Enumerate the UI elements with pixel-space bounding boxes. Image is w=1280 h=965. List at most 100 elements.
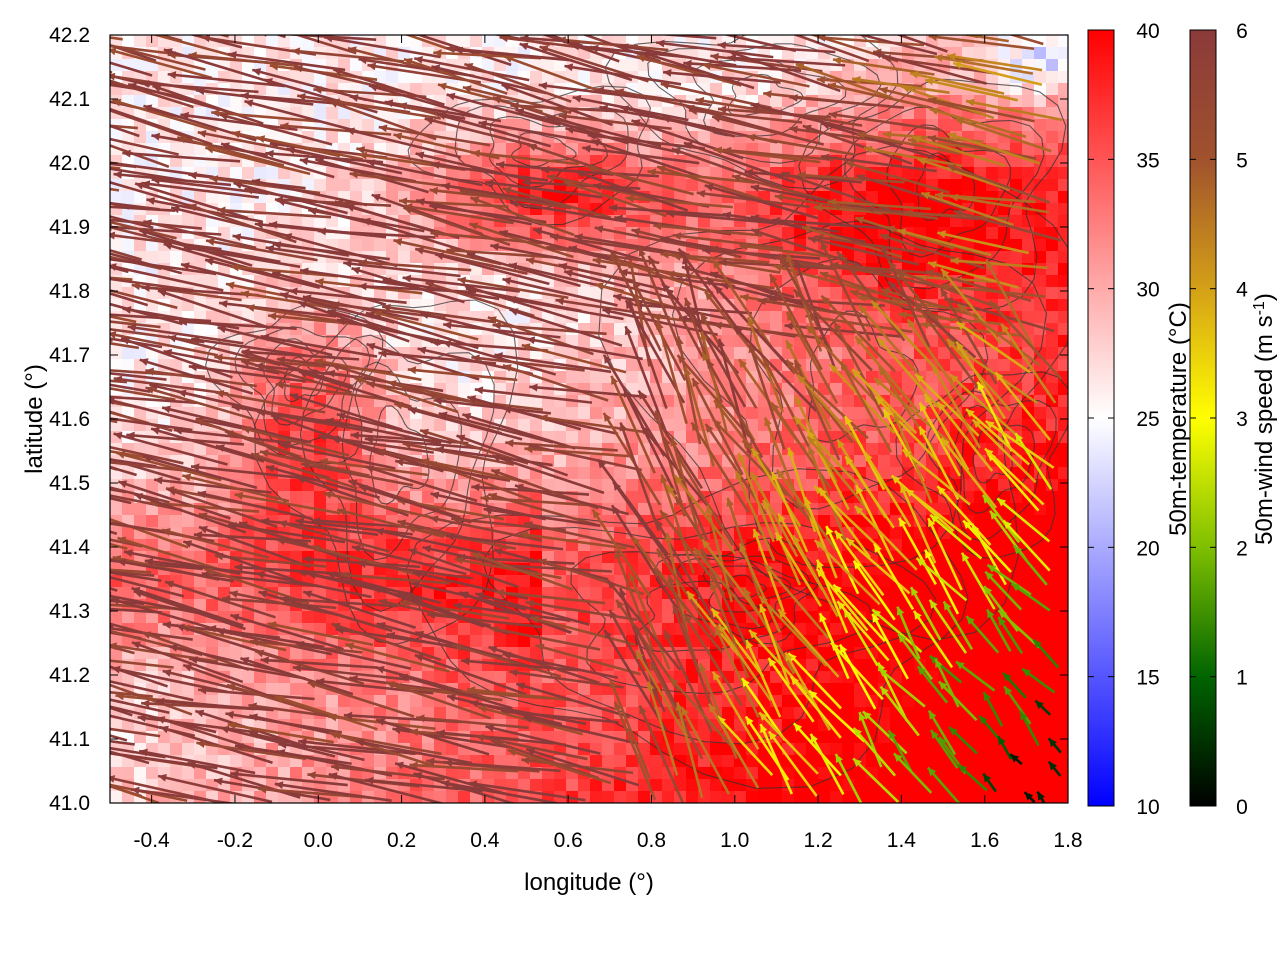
heatmap-cell xyxy=(1058,191,1068,204)
heatmap-cell xyxy=(998,659,1011,672)
heatmap-cell xyxy=(254,167,267,180)
heatmap-cell xyxy=(338,695,351,708)
heatmap-cell xyxy=(602,563,615,576)
heatmap-cell xyxy=(1046,719,1059,732)
heatmap-cell xyxy=(770,311,783,324)
heatmap-cell xyxy=(338,179,351,192)
heatmap-cell xyxy=(206,599,219,612)
heatmap-cell xyxy=(998,695,1011,708)
heatmap-cell xyxy=(1058,227,1068,240)
heatmap-cell xyxy=(122,767,135,780)
heatmap-cell xyxy=(866,443,879,456)
heatmap-cell xyxy=(674,431,687,444)
heatmap-cell xyxy=(362,119,375,132)
heatmap-cell xyxy=(1046,311,1059,324)
heatmap-cell xyxy=(566,371,579,384)
heatmap-cell xyxy=(1058,635,1068,648)
heatmap-cell xyxy=(1058,659,1068,672)
heatmap-cell xyxy=(710,83,723,96)
heatmap-cell xyxy=(614,95,627,108)
heatmap-cell xyxy=(518,395,531,408)
heatmap-cell xyxy=(578,587,591,600)
heatmap-cell xyxy=(1046,131,1059,144)
heatmap-cell xyxy=(1058,203,1068,216)
heatmap-cell xyxy=(1058,59,1068,72)
heatmap-cell xyxy=(1022,239,1035,252)
heatmap-cell xyxy=(1058,707,1068,720)
heatmap-cell xyxy=(482,35,495,48)
heatmap-cell xyxy=(1046,35,1059,48)
heatmap-cell xyxy=(314,179,327,192)
heatmap-cell xyxy=(986,167,999,180)
heatmap-cell xyxy=(134,515,147,528)
heatmap-cell xyxy=(1058,299,1068,312)
heatmap-cell xyxy=(470,35,483,48)
heatmap-cell xyxy=(1022,95,1035,108)
heatmap-cell xyxy=(902,215,915,228)
heatmap-cell xyxy=(1034,35,1047,48)
heatmap-cell xyxy=(170,683,183,696)
heatmap-cell xyxy=(1058,131,1068,144)
heatmap-cell xyxy=(1058,107,1068,120)
heatmap-cell xyxy=(830,623,843,636)
heatmap-cell xyxy=(446,191,459,204)
heatmap-cell xyxy=(674,179,687,192)
heatmap-cell xyxy=(386,143,399,156)
heatmap-cell xyxy=(266,323,279,336)
heatmap-cell xyxy=(530,419,543,432)
heatmap-cell xyxy=(950,707,963,720)
heatmap-cell xyxy=(878,455,891,468)
heatmap-cell xyxy=(278,683,291,696)
heatmap-cell xyxy=(1022,767,1035,780)
heatmap-cell xyxy=(1010,767,1023,780)
heatmap-cell xyxy=(1022,431,1035,444)
heatmap-cell xyxy=(698,131,711,144)
heatmap-cell xyxy=(1058,251,1068,264)
heatmap-cell xyxy=(890,107,903,120)
heatmap-cell xyxy=(1058,323,1068,336)
heatmap-cell xyxy=(314,767,327,780)
heatmap-cell xyxy=(830,179,843,192)
heatmap-cell xyxy=(134,95,147,108)
heatmap-cell xyxy=(926,743,939,756)
heatmap-cell xyxy=(602,599,615,612)
heatmap-cell xyxy=(242,203,255,216)
heatmap-cell xyxy=(590,551,603,564)
heatmap-cell xyxy=(1046,71,1059,84)
heatmap-cell xyxy=(962,47,975,60)
heatmap-cell xyxy=(398,143,411,156)
heatmap-cell xyxy=(290,767,303,780)
heatmap-cell xyxy=(1058,287,1068,300)
heatmap-cell xyxy=(974,731,987,744)
heatmap-cell xyxy=(530,779,543,792)
heatmap-cell xyxy=(962,719,975,732)
heatmap-cell xyxy=(1046,335,1059,348)
heatmap-cell xyxy=(1058,515,1068,528)
heatmap-cell xyxy=(1034,443,1047,456)
heatmap-cell xyxy=(962,599,975,612)
heatmap-cell xyxy=(122,239,135,252)
heatmap-cell xyxy=(1034,215,1047,228)
heatmap-cell xyxy=(374,179,387,192)
heatmap-cell xyxy=(146,131,159,144)
heatmap-cell xyxy=(362,239,375,252)
heatmap-cell xyxy=(470,131,483,144)
heatmap-cell xyxy=(1046,623,1059,636)
heatmap-cell xyxy=(230,95,243,108)
heatmap-cell xyxy=(722,755,735,768)
heatmap-cell xyxy=(254,47,267,60)
heatmap-cell xyxy=(1034,743,1047,756)
heatmap-cell xyxy=(206,275,219,288)
heatmap-cell xyxy=(578,467,591,480)
heatmap-cell xyxy=(1034,47,1047,60)
heatmap-cell xyxy=(1022,143,1035,156)
heatmap-cell xyxy=(434,707,447,720)
heatmap-cell xyxy=(1046,551,1059,564)
heatmap-cell xyxy=(134,347,147,360)
heatmap-cell xyxy=(134,35,147,48)
heatmap-cell xyxy=(974,755,987,768)
heatmap-cell xyxy=(770,683,783,696)
heatmap-cell xyxy=(842,731,855,744)
heatmap-cell xyxy=(578,335,591,348)
heatmap-cell xyxy=(122,191,135,204)
